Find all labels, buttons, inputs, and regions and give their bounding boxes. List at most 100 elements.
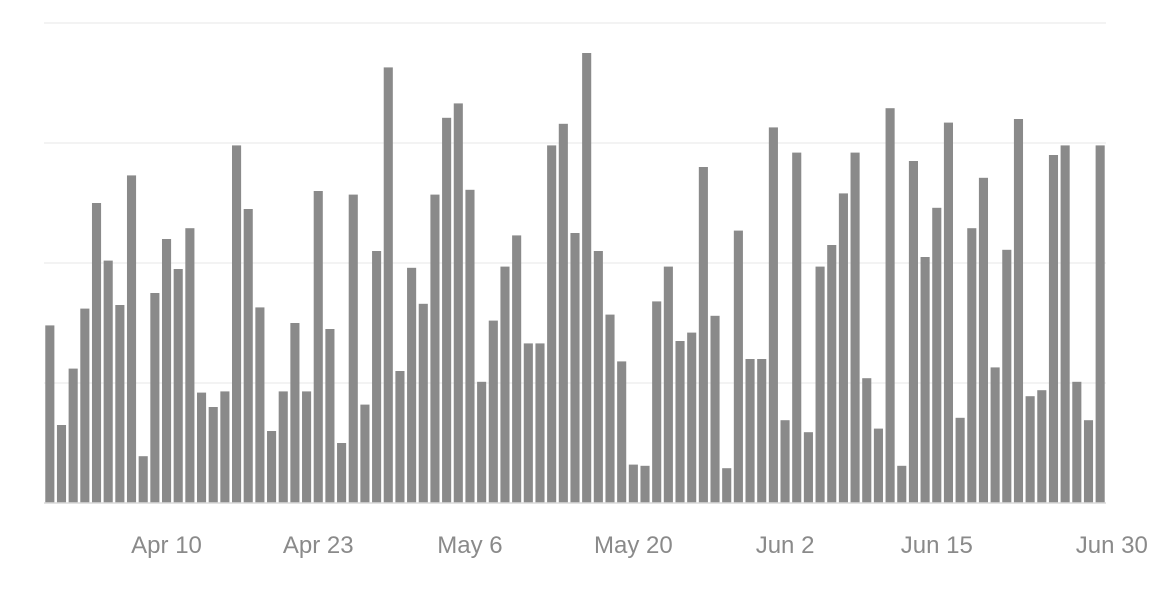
x-tick-label: May 20	[594, 532, 673, 559]
bar	[360, 404, 370, 503]
bar	[640, 465, 650, 503]
bar	[663, 266, 673, 503]
bar	[582, 53, 592, 503]
bar	[628, 464, 638, 503]
x-tick-label: Jun 2	[756, 532, 815, 559]
bar	[465, 189, 475, 504]
bar	[768, 127, 778, 504]
x-tick-label: Apr 10	[131, 532, 202, 559]
x-tick-label: Jun 30	[1076, 532, 1148, 559]
bar	[780, 420, 790, 503]
bar	[978, 177, 989, 504]
bar	[45, 325, 55, 503]
bar	[325, 329, 335, 503]
bar	[827, 245, 837, 503]
bar	[1060, 145, 1070, 503]
bar	[1025, 396, 1035, 503]
bar	[430, 194, 440, 503]
x-tick-labels: Apr 10 Apr 23 May 6 May 20 Jun 2 Jun 15 Jun 30	[131, 532, 1148, 559]
bar	[897, 465, 907, 503]
bar	[103, 260, 113, 503]
bar	[185, 228, 195, 503]
bar	[208, 407, 218, 503]
bar	[267, 431, 277, 503]
x-tick-label: Apr 23	[283, 532, 354, 559]
bar	[1037, 390, 1047, 503]
bar	[617, 361, 627, 503]
bar	[337, 443, 347, 503]
bar	[722, 468, 732, 503]
bar	[535, 343, 545, 503]
bar	[605, 314, 615, 503]
bar	[593, 251, 603, 503]
bar	[967, 228, 977, 503]
bar	[278, 391, 288, 503]
bar	[477, 381, 487, 503]
bar	[1013, 119, 1024, 503]
x-tick-label: Jun 15	[901, 532, 973, 559]
bar	[80, 308, 90, 503]
bar	[68, 368, 78, 503]
bar	[885, 108, 895, 503]
bar	[990, 367, 1000, 503]
bar	[687, 332, 697, 503]
bar	[675, 341, 685, 503]
bar	[710, 315, 720, 503]
bar	[395, 371, 405, 503]
bar	[745, 359, 755, 503]
bar	[173, 269, 183, 503]
bar	[126, 175, 137, 503]
bar	[920, 257, 930, 503]
bar	[943, 122, 953, 503]
bar	[1072, 381, 1082, 503]
bar	[558, 123, 568, 504]
bar	[442, 117, 452, 504]
bar	[733, 230, 743, 503]
bar	[1048, 155, 1059, 503]
bar	[453, 103, 463, 504]
bar	[815, 266, 825, 503]
bar	[512, 235, 522, 503]
bar	[91, 203, 102, 503]
bar	[1002, 249, 1012, 503]
bar	[56, 425, 67, 503]
bar	[115, 305, 125, 503]
bar	[500, 266, 510, 503]
bar	[302, 391, 312, 503]
bar	[955, 417, 965, 503]
bar	[698, 167, 708, 503]
bar	[407, 267, 417, 503]
bar	[220, 391, 230, 503]
bar	[862, 378, 872, 503]
bar	[383, 67, 393, 504]
bar	[255, 307, 265, 503]
bar	[838, 193, 848, 503]
bar	[372, 251, 382, 503]
bar	[488, 320, 498, 503]
bar	[873, 428, 883, 503]
bar	[757, 359, 767, 503]
bar	[232, 145, 242, 503]
bar	[150, 293, 160, 503]
bar	[313, 191, 323, 503]
bar	[932, 207, 942, 504]
bar	[418, 303, 428, 503]
bar	[243, 209, 253, 503]
bar	[652, 301, 662, 503]
bar	[792, 152, 802, 503]
bar	[161, 239, 172, 503]
bar	[348, 194, 358, 503]
bar	[523, 343, 533, 503]
bar	[908, 161, 918, 503]
bar	[290, 323, 300, 503]
bar	[1095, 145, 1105, 503]
bar	[803, 432, 813, 503]
bar	[1083, 420, 1094, 503]
bars	[45, 53, 1105, 504]
x-tick-label: May 6	[437, 532, 502, 559]
bar	[138, 456, 148, 503]
bar	[197, 392, 207, 503]
bar	[570, 233, 580, 503]
